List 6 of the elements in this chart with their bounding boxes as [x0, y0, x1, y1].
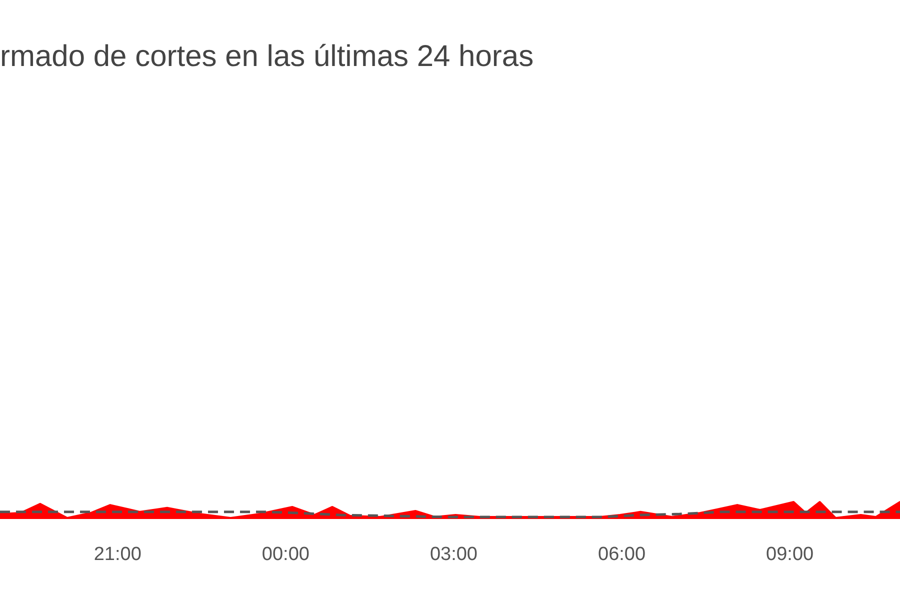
x-tick-label: 21:00 — [94, 544, 142, 565]
x-tick-label: 09:00 — [766, 544, 814, 565]
chart-title: rmado de cortes en las últimas 24 horas — [0, 40, 534, 73]
x-tick-label: 00:00 — [262, 544, 310, 565]
x-tick-label: 06:00 — [598, 544, 646, 565]
x-tick-label: 03:00 — [430, 544, 478, 565]
